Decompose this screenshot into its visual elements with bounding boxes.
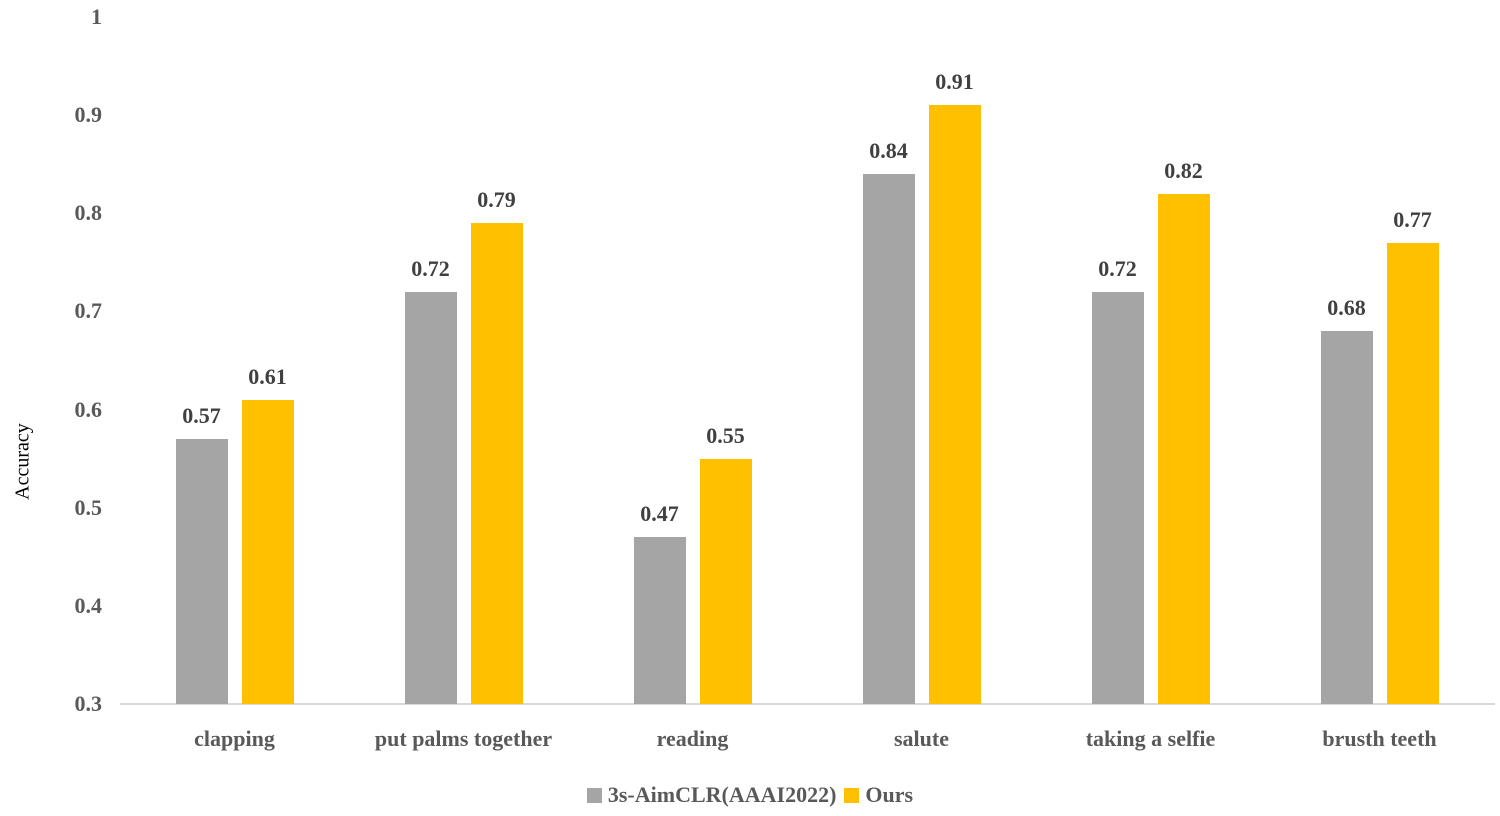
y-tick-label: 0.3 <box>74 691 103 716</box>
y-tick-label: 0.4 <box>74 592 103 618</box>
bar-ours <box>928 105 981 704</box>
bar-ours <box>1157 193 1210 704</box>
y-axis-label: Accuracy <box>11 423 34 500</box>
bar-baseline <box>862 174 915 704</box>
x-tick-label: taking a selfie <box>1085 726 1216 751</box>
y-tick-label: 0.9 <box>74 102 103 128</box>
legend-item-baseline: 3s-AimCLR(AAAI2022) <box>586 782 837 808</box>
data-label: 0.47 <box>640 501 679 527</box>
y-tick-label: 0.5 <box>74 494 103 520</box>
x-tick-label: salute <box>894 726 949 751</box>
data-label: 0.91 <box>935 69 974 95</box>
y-tick-label: 0.6 <box>74 396 103 422</box>
bar-baseline <box>633 537 686 704</box>
bar-baseline <box>175 439 228 704</box>
data-label: 0.57 <box>182 403 221 428</box>
x-tick-label: brusth teeth <box>1322 726 1437 751</box>
data-label: 0.77 <box>1393 206 1432 232</box>
data-label: 0.55 <box>706 422 745 448</box>
legend-item-ours: Ours <box>844 782 913 808</box>
data-label: 0.72 <box>411 255 450 281</box>
y-tick-label: 0.7 <box>74 298 103 324</box>
data-label: 0.82 <box>1164 157 1203 183</box>
bar-ours <box>241 399 294 704</box>
x-axis-line <box>120 703 1495 705</box>
x-tick-label: reading <box>656 726 729 751</box>
x-tick-label: put palms together <box>374 726 553 751</box>
data-label: 0.79 <box>477 187 516 213</box>
bar-ours <box>470 223 523 704</box>
bar-baseline <box>404 291 457 704</box>
data-label: 0.84 <box>869 138 908 164</box>
data-label: 0.72 <box>1098 255 1137 281</box>
bar-baseline <box>1091 291 1144 704</box>
legend-swatch-yellow <box>844 787 860 803</box>
legend-label: 3s-AimCLR(AAAI2022) <box>607 782 837 807</box>
x-tick-label: clapping <box>194 726 275 751</box>
data-label: 0.61 <box>248 363 287 389</box>
bar-ours <box>1386 242 1439 704</box>
legend-label: Ours <box>865 782 914 807</box>
legend: 3s-AimCLR(AAAI2022) Ours <box>0 782 1500 808</box>
data-label: 0.68 <box>1327 295 1366 321</box>
bar-ours <box>699 458 752 704</box>
y-tick-label: 0.8 <box>74 200 103 226</box>
bar-baseline <box>1320 331 1373 704</box>
y-tick-label: 1 <box>91 4 102 29</box>
legend-swatch-gray <box>586 787 602 803</box>
